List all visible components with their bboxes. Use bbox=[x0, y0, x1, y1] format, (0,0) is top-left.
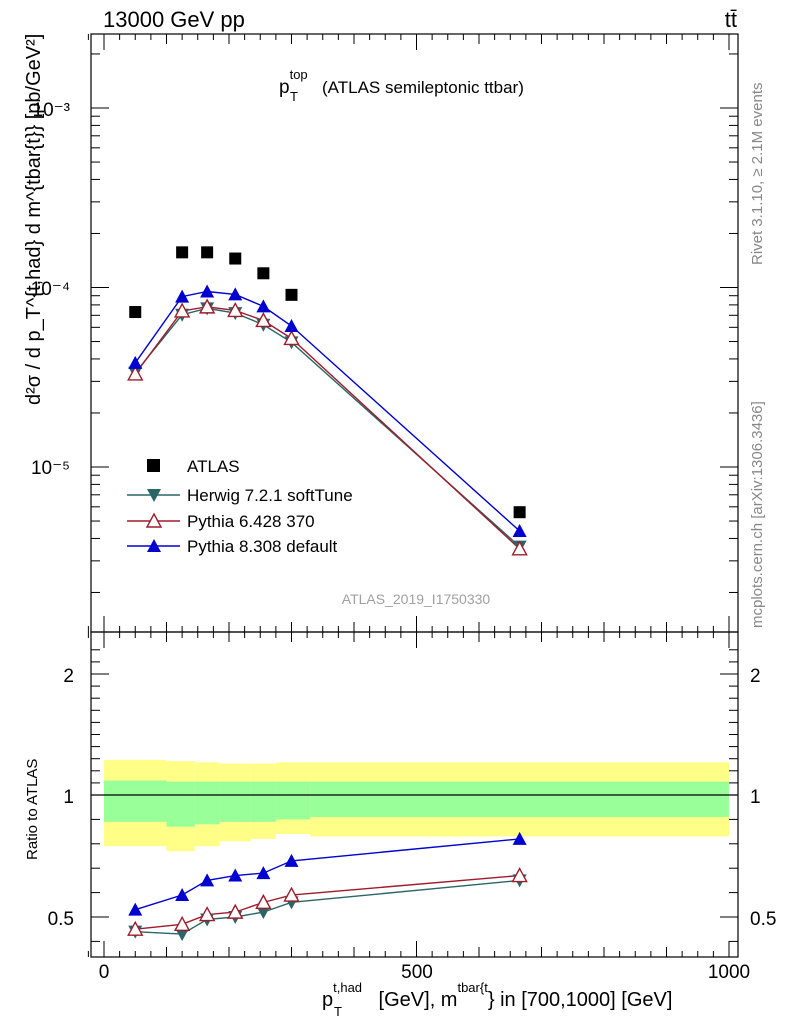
main-title-sup: top bbox=[290, 67, 308, 82]
ratio-point-pythia-6-428-370 bbox=[127, 920, 144, 936]
legend-label-atlas: ATLAS bbox=[187, 457, 240, 476]
ratio-point-pythia-6-428-370 bbox=[283, 886, 300, 902]
main-point-pythia-8-308-default bbox=[256, 299, 271, 313]
x-tick-label: 1000 bbox=[708, 962, 750, 983]
x-label-mid: [GeV], m bbox=[373, 989, 457, 1011]
x-label-tail: } in [700,1000] [GeV] bbox=[488, 989, 673, 1011]
main-y-axis-label: d²σ / d p_T^{t,had} d m^{tbar{t}} [pb/Ge… bbox=[23, 34, 45, 405]
legend-marker-pythia8 bbox=[147, 539, 161, 552]
ratio-band-inner bbox=[310, 781, 729, 817]
x-label-sub: T bbox=[334, 1004, 342, 1019]
ratio-y-tick-label: 2 bbox=[63, 666, 74, 687]
ratio-band-inner bbox=[219, 781, 251, 822]
main-axis-ticks bbox=[87, 34, 738, 632]
main-title-p: p bbox=[279, 77, 290, 98]
energy-label: 13000 GeV pp bbox=[103, 7, 245, 32]
main-series-layer bbox=[127, 246, 528, 556]
analysis-label: ATLAS_2019_I1750330 bbox=[342, 591, 491, 607]
ratio-point-herwig-7-2-1-softtune bbox=[256, 906, 271, 920]
main-point-pythia-6-428-370 bbox=[283, 330, 300, 346]
legend-marker-atlas bbox=[147, 459, 160, 472]
main-line-herwig-7-2-1-softtune bbox=[134, 307, 521, 548]
main-point-pythia-8-308-default bbox=[284, 319, 299, 333]
main-point-atlas bbox=[513, 506, 526, 519]
main-y-tick-label: 10⁻⁵ bbox=[31, 458, 70, 479]
ratio-point-pythia-8-308-default bbox=[256, 866, 271, 880]
ratio-band-inner bbox=[104, 780, 167, 822]
legend-label-pythia8: Pythia 8.308 default bbox=[187, 537, 338, 556]
main-point-atlas bbox=[229, 252, 242, 265]
legend-label-herwig: Herwig 7.2.1 softTune bbox=[187, 486, 353, 505]
ratio-point-pythia-8-308-default bbox=[228, 868, 243, 882]
legend: ATLAS Herwig 7.2.1 softTune Pythia 6.428… bbox=[127, 457, 353, 556]
process-label: tt̄ bbox=[725, 7, 737, 32]
main-point-pythia-8-308-default bbox=[200, 284, 215, 298]
main-title-sub: T bbox=[290, 89, 298, 104]
main-y-tick-label: 10⁻⁴ bbox=[31, 279, 70, 300]
main-point-pythia-8-308-default bbox=[128, 355, 143, 369]
ratio-line-pythia-6-428-370 bbox=[135, 874, 520, 930]
main-point-pythia-6-428-370 bbox=[173, 302, 191, 318]
ratio-y-axis-label: Ratio to ATLAS bbox=[24, 759, 41, 860]
ratio-point-pythia-6-428-370 bbox=[227, 903, 244, 919]
ratio-series-layer bbox=[127, 831, 528, 942]
main-point-atlas bbox=[285, 288, 298, 301]
main-point-atlas bbox=[176, 246, 189, 259]
ratio-band-inner bbox=[194, 781, 220, 825]
ratio-point-pythia-8-308-default bbox=[512, 831, 527, 845]
x-tick-label: 500 bbox=[401, 962, 433, 983]
legend-marker-pythia6 bbox=[145, 512, 163, 528]
ratio-point-pythia-8-308-default bbox=[175, 888, 190, 902]
main-y-tick-label: 10⁻³ bbox=[33, 100, 71, 121]
ratio-point-pythia-6-428-370 bbox=[198, 906, 216, 922]
ratio-y-tick-label-right: 1 bbox=[750, 787, 761, 808]
x-axis-label: pt,had T [GeV], mtbar{t} in [700,1000] [G… bbox=[322, 980, 672, 1019]
ratio-y-tick-label: 1 bbox=[63, 787, 74, 808]
ratio-band-inner bbox=[250, 781, 276, 822]
ratio-y-tick-label: 0.5 bbox=[48, 909, 74, 930]
main-point-atlas bbox=[201, 246, 214, 259]
main-title-rest: (ATLAS semileptonic ttbar) bbox=[322, 78, 524, 97]
mcplots-label: mcplots.cern.ch [arXiv:1306.3436] bbox=[749, 401, 766, 628]
ratio-point-pythia-8-308-default bbox=[200, 873, 215, 887]
x-tick-label: 0 bbox=[99, 962, 110, 983]
main-point-pythia-8-308-default bbox=[228, 287, 243, 301]
main-title: ptop T (ATLAS semileptonic ttbar) bbox=[279, 67, 524, 104]
main-point-pythia-6-428-370 bbox=[227, 301, 244, 318]
ratio-point-pythia-6-428-370 bbox=[255, 893, 272, 910]
legend-label-pythia6: Pythia 6.428 370 bbox=[187, 512, 315, 531]
ratio-band-inner bbox=[166, 781, 195, 827]
main-point-pythia-8-308-default bbox=[512, 524, 527, 538]
legend-marker-herwig bbox=[147, 489, 161, 502]
ratio-axis-ticks bbox=[87, 632, 738, 957]
x-label-sup2: tbar{t bbox=[457, 980, 488, 995]
ratio-uncertainty-band bbox=[104, 759, 729, 852]
ratio-y-tick-label-right: 2 bbox=[750, 666, 761, 687]
x-label-sup: t,had bbox=[333, 980, 362, 995]
ratio-point-herwig-7-2-1-softtune bbox=[175, 928, 190, 942]
main-point-pythia-6-428-370 bbox=[511, 540, 528, 556]
rivet-label: Rivet 3.1.10, ≥ 2.1M events bbox=[749, 83, 766, 266]
main-point-atlas bbox=[257, 267, 270, 280]
ratio-point-pythia-8-308-default bbox=[128, 902, 143, 916]
ratio-point-pythia-6-428-370 bbox=[173, 915, 191, 932]
main-point-pythia-6-428-370 bbox=[127, 365, 144, 381]
ratio-band-inner bbox=[275, 781, 311, 820]
main-point-pythia-6-428-370 bbox=[255, 312, 272, 328]
x-label-p: p bbox=[322, 989, 333, 1011]
ratio-point-pythia-6-428-370 bbox=[511, 867, 528, 883]
main-point-atlas bbox=[129, 306, 142, 319]
ratio-y-tick-label-right: 0.5 bbox=[750, 909, 776, 930]
ratio-point-pythia-8-308-default bbox=[284, 853, 299, 867]
main-point-pythia-6-428-370 bbox=[198, 298, 216, 314]
main-point-pythia-8-308-default bbox=[175, 289, 190, 303]
